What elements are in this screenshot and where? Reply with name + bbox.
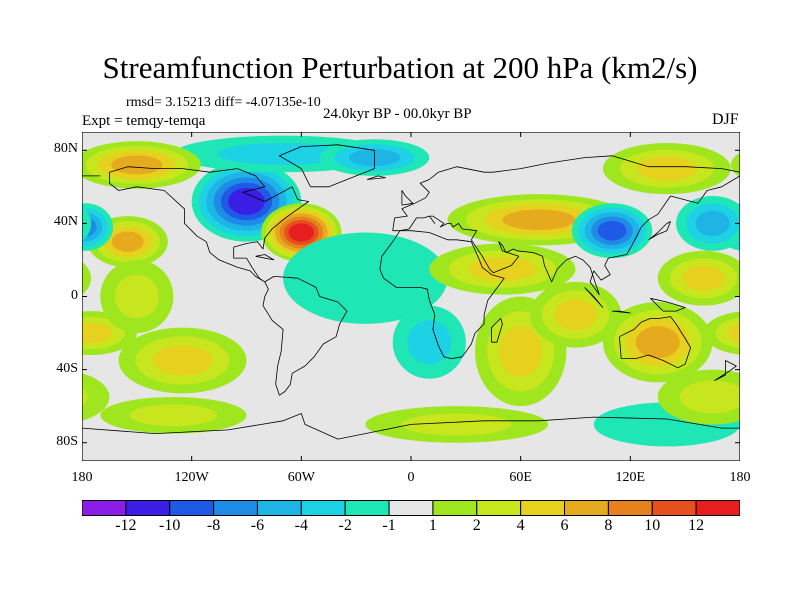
colorbar-cell — [344, 500, 390, 516]
colorbar-cell — [213, 500, 258, 516]
field-contour — [635, 326, 680, 359]
colorbar-label: -6 — [250, 517, 265, 534]
field-contour — [228, 188, 265, 215]
colorbar-label: 2 — [472, 517, 481, 534]
colorbar-cell — [169, 500, 215, 516]
colorbar-label: 10 — [644, 517, 661, 534]
y-tick-label: 80N — [53, 141, 78, 157]
season-label: DJF — [712, 111, 739, 128]
field-contour — [283, 232, 448, 324]
x-tick-label: 60W — [287, 470, 315, 485]
field-contour — [114, 274, 159, 319]
field-contour — [637, 156, 697, 181]
x-tick-label: 120W — [174, 470, 209, 485]
coastline — [392, 155, 740, 231]
coastline — [279, 144, 375, 188]
coastline-layer — [82, 144, 740, 440]
field-contour — [502, 209, 576, 230]
field-contour — [129, 404, 218, 427]
coastline — [401, 190, 414, 206]
stats-line: rmsd= 3.15213 diff= -4.07135e-10 — [126, 95, 321, 110]
colorbar-label: -1 — [382, 517, 396, 534]
page-title: Streamfunction Perturbation at 200 hPa (… — [102, 50, 698, 85]
field-contour — [679, 380, 740, 414]
colorbar-label: 1 — [428, 517, 437, 534]
coastline — [255, 254, 275, 261]
colorbar-label: -8 — [206, 517, 221, 534]
colorbar-label: -12 — [115, 517, 137, 534]
x-tick-label: 180 — [71, 470, 93, 485]
coastline — [379, 230, 505, 359]
x-tick-label: 120E — [615, 470, 646, 485]
field-contour — [407, 320, 452, 365]
field-contour — [554, 299, 597, 331]
colorbar-cell — [125, 500, 171, 516]
colorbar-label: -2 — [338, 517, 352, 534]
field-contour — [82, 322, 113, 344]
field-contour — [695, 210, 730, 237]
field-contour — [152, 345, 213, 376]
coastline — [584, 287, 604, 308]
colorbar-cell — [651, 500, 697, 516]
colorbar-cell — [476, 500, 522, 516]
x-tick-label: 180 — [729, 470, 751, 485]
period-line: 24.0kyr BP - 00.0kyr BP — [323, 106, 472, 122]
colorbar-cell — [564, 500, 609, 516]
coastline — [366, 175, 386, 180]
experiment-line: Expt = temqy-temqa — [82, 113, 206, 129]
colorbar-label: 6 — [560, 517, 569, 534]
y-tick-label: 40N — [53, 214, 78, 230]
streamfunction-map — [82, 132, 740, 461]
colorbar-cell — [432, 500, 478, 516]
coastline — [109, 166, 309, 283]
colorbar-cell — [388, 500, 434, 516]
colorbar — [82, 500, 740, 516]
colorbar-label: 4 — [516, 517, 525, 534]
coastline — [491, 318, 503, 343]
colorbar-cell — [520, 500, 566, 516]
coastline — [619, 316, 691, 369]
colorbar-cell — [256, 500, 302, 516]
coastline — [648, 221, 671, 241]
field-contour — [82, 373, 110, 421]
field-contour — [401, 413, 512, 436]
field-contour — [597, 220, 627, 241]
field-contour — [727, 323, 740, 343]
coastline — [392, 175, 740, 296]
axis-ticks — [82, 132, 740, 461]
field-contour — [82, 261, 92, 295]
field-contour — [111, 231, 144, 252]
colorbar-cell — [607, 500, 653, 516]
colorbar-cell — [300, 500, 346, 516]
colorbar-label: 12 — [688, 517, 705, 534]
colorbar-label: -10 — [159, 517, 181, 534]
y-tick-label: 80S — [56, 433, 78, 449]
x-tick-label: 0 — [407, 470, 415, 485]
field-contour — [82, 387, 88, 407]
field-contour — [288, 223, 314, 242]
field-contour — [682, 265, 725, 292]
colorbar-label: -4 — [294, 517, 308, 534]
field-contour — [499, 325, 542, 377]
field-contour — [111, 155, 163, 175]
coastline — [714, 360, 737, 381]
y-tick-label: 0 — [71, 287, 78, 303]
x-tick-label: 60E — [509, 470, 532, 485]
y-tick-label: 40S — [56, 360, 78, 376]
coastline — [650, 297, 686, 312]
colorbar-cell — [82, 500, 127, 516]
coastline — [82, 413, 740, 440]
colorbar-label: 8 — [604, 517, 613, 534]
coastline — [612, 310, 631, 314]
coastline — [262, 276, 348, 396]
colorbar-cell — [695, 500, 740, 516]
